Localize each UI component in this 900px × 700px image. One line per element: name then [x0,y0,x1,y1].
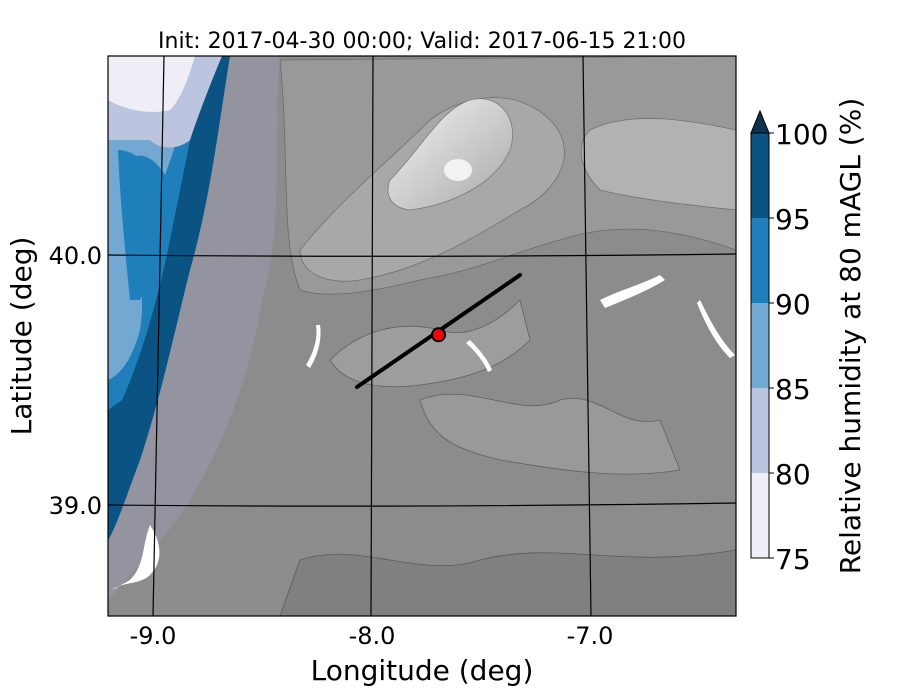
colorbar-tick-label: 100 [775,118,828,151]
river-shape [306,325,321,368]
colorbar-segment [751,303,769,388]
colorbar-extend-arrow [750,109,770,134]
gridline-lon--7.0 [582,56,592,616]
x-axis-label: Longitude (deg) [311,654,534,687]
map-plot-area [108,56,736,616]
gridline-lat-39.0 [108,502,736,507]
colorbar-segment [751,388,769,473]
river-shape [600,275,665,308]
x-tick-label: -7.0 [567,622,614,650]
graticule [108,56,736,616]
terrain-lowland-contour [279,549,736,616]
plot-frame [107,55,737,617]
colorbar-segment [751,218,769,303]
gridline-lat-40.0 [108,253,736,257]
reservoir-shape [112,525,160,590]
terrain-peak-contour [387,98,513,211]
y-tick-label: 39.0 [49,492,102,520]
colorbar-tick-label: 85 [775,373,811,406]
colorbar-tick-label: 75 [775,543,811,576]
x-tick-label: -9.0 [130,622,177,650]
terrain-summit [444,159,472,181]
terrain-lowland-contour [419,393,681,475]
humidity-band-75-80 [108,56,195,112]
humidity-band-90-95 [118,150,155,300]
colorbar-segment [751,133,769,218]
river-shape [697,300,735,358]
x-tick-label: -8.0 [349,622,396,650]
y-axis-label: Latitude (deg) [5,237,38,436]
colorbar-tick-label: 90 [775,288,811,321]
river-shape [466,340,492,372]
colorbar-frame [750,132,770,559]
x-axis: -9.0 -8.0 -7.0 Longitude (deg) [130,622,614,687]
site-marker [431,327,447,343]
colorbar-segment [751,473,769,558]
chart-title: Init: 2017-04-30 00:00; Valid: 2017-06-1… [158,29,686,54]
gridline-lon--9.0 [152,56,165,616]
y-tick-label: 40.0 [49,242,102,270]
terrain-valley-contour [329,299,531,388]
colorbar: 75 80 85 90 95 100 Relative humidity at 80 mA… [750,98,867,576]
y-axis: 40.0 39.0 Latitude (deg) [5,237,102,520]
colorbar-tick-label: 80 [775,458,811,491]
gridline-lon--8.0 [370,56,374,616]
colorbar-tick-label: 95 [775,203,811,236]
colorbar-label: Relative humidity at 80 mAGL (%) [834,98,867,575]
